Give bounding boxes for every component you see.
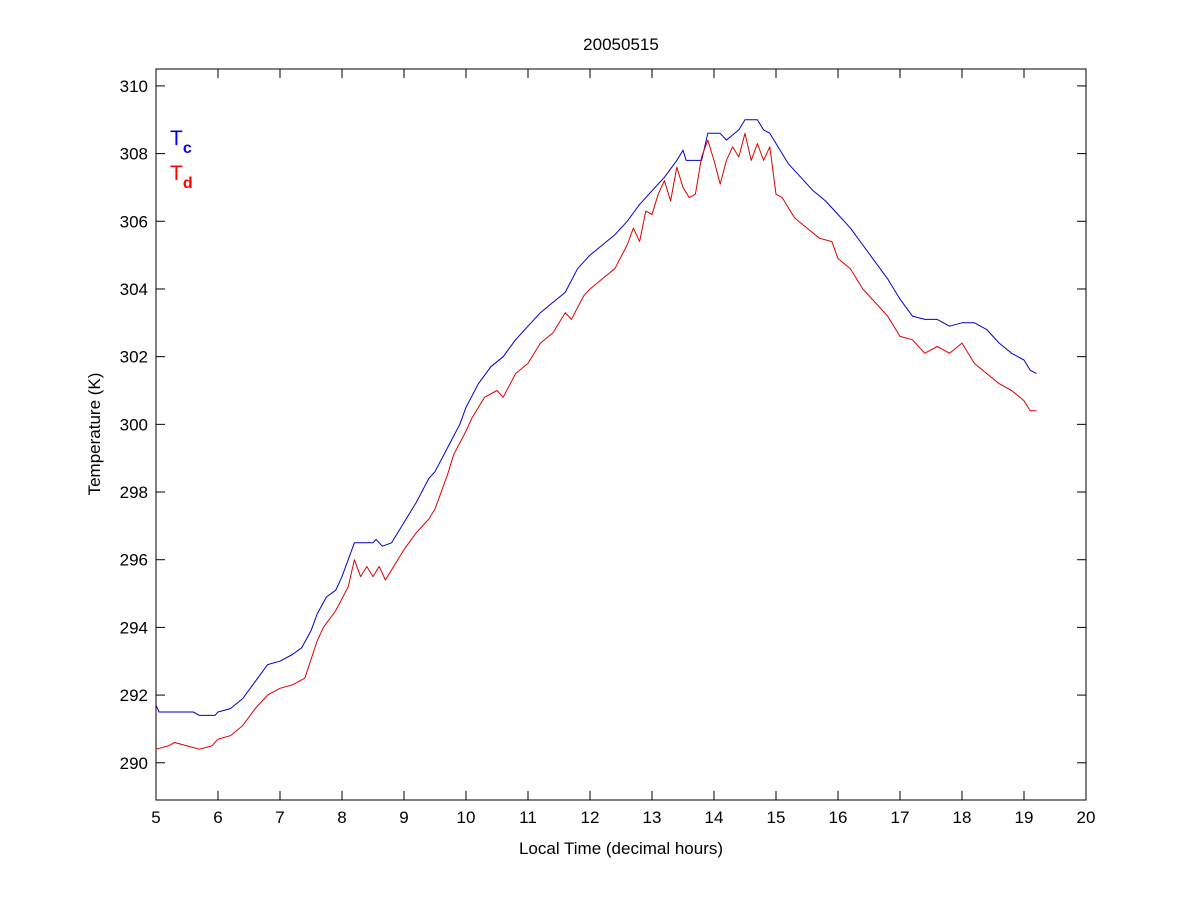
legend-tc-main: T	[170, 127, 183, 150]
y-tick-label: 304	[120, 280, 148, 299]
y-tick-label: 292	[120, 686, 148, 705]
legend-tc: Tc	[170, 127, 192, 157]
y-tick-label: 300	[120, 415, 148, 434]
legend-td-main: T	[170, 162, 183, 185]
x-tick-label: 18	[953, 808, 972, 827]
plot-area	[155, 68, 1087, 801]
x-tick-label: 19	[1015, 808, 1034, 827]
y-tick-label: 290	[120, 754, 148, 773]
y-tick-label: 298	[120, 483, 148, 502]
x-tick-label: 13	[643, 808, 662, 827]
y-tick-label: 306	[120, 212, 148, 231]
legend: Tc Td	[170, 127, 193, 192]
y-tick-label: 302	[120, 348, 148, 367]
y-tick-label: 310	[120, 77, 148, 96]
y-tick-label: 296	[120, 551, 148, 570]
x-tick-label: 20	[1077, 808, 1096, 827]
series-line-tc	[155, 119, 1037, 716]
y-tick-label: 308	[120, 145, 148, 164]
y-axis-label: Temperature (K)	[85, 373, 104, 496]
x-tick-label: 14	[705, 808, 724, 827]
x-tick-label: 15	[767, 808, 786, 827]
x-tick-label: 5	[151, 808, 160, 827]
legend-tc-sub: c	[183, 140, 192, 157]
chart-title: 20050515	[583, 35, 659, 54]
legend-td: Td	[170, 162, 193, 192]
x-axis-label: Local Time (decimal hours)	[519, 839, 723, 858]
x-tick-label: 10	[457, 808, 476, 827]
x-tick-label: 11	[519, 808, 537, 827]
legend-td-sub: d	[183, 175, 193, 192]
series-line-td	[155, 132, 1037, 750]
x-tick-label: 8	[337, 808, 346, 827]
x-tick-label: 6	[213, 808, 222, 827]
x-tick-label: 12	[581, 808, 600, 827]
x-tick-label: 16	[829, 808, 848, 827]
x-tick-label: 17	[891, 808, 910, 827]
y-tick-label: 294	[120, 618, 148, 637]
x-tick-label: 9	[399, 808, 408, 827]
x-tick-label: 7	[275, 808, 284, 827]
